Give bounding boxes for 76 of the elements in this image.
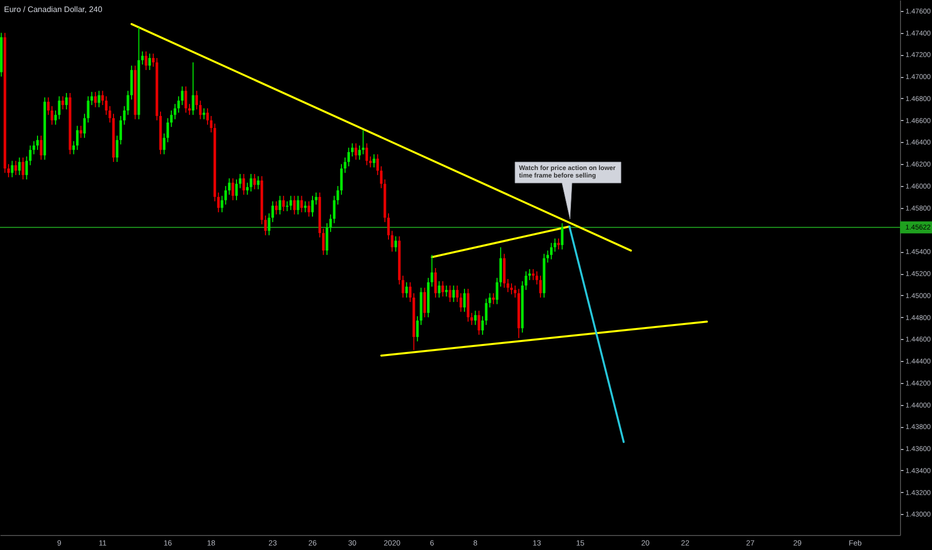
candlestick [452, 285, 455, 302]
candlestick [80, 125, 82, 138]
candlestick [36, 135, 39, 150]
candlestick [304, 200, 307, 213]
candlestick [365, 142, 368, 166]
candlestick [25, 156, 28, 180]
candlestick [362, 130, 364, 155]
candlestick [184, 86, 188, 114]
candlestick [405, 282, 408, 298]
candlestick [250, 173, 252, 192]
candlestick [300, 195, 303, 213]
candlestick [438, 280, 440, 298]
candlestick [296, 195, 300, 215]
candlestick [58, 96, 60, 120]
candlestick [65, 92, 68, 110]
candlestick [286, 200, 288, 212]
candlestick [347, 147, 350, 167]
candlestick [98, 90, 100, 108]
candlestick [488, 292, 492, 308]
candlestick [162, 132, 166, 155]
candlestick [460, 292, 462, 312]
candlestick [441, 280, 444, 297]
candlestick [456, 285, 459, 302]
candlestick [474, 310, 477, 326]
candlestick [62, 96, 64, 110]
candlestick [104, 96, 108, 116]
candlestick [372, 154, 376, 168]
candlestick [166, 118, 170, 143]
candlestick [28, 145, 32, 166]
candlestick [539, 275, 542, 298]
candlestick [332, 195, 336, 224]
candlestick [202, 108, 206, 120]
candlestick [148, 53, 151, 71]
candlestick [275, 200, 278, 215]
candlestick [192, 62, 194, 116]
candlestick [10, 160, 14, 178]
candlestick [72, 140, 75, 155]
candlestick [463, 288, 466, 312]
candlestick [434, 268, 437, 298]
candlestick [246, 182, 249, 196]
candlestick [76, 125, 79, 150]
candlestick [195, 90, 198, 110]
candlestick [478, 310, 480, 336]
candlestick [311, 195, 314, 218]
text: Euro / Canadian Dollar, 240 [4, 5, 103, 14]
candlestick [199, 100, 202, 120]
candlestick [228, 178, 231, 196]
candlestick [14, 160, 18, 176]
candlestick [394, 236, 398, 252]
candlestick [350, 142, 354, 157]
candlestick [293, 195, 296, 215]
candlestick [253, 173, 256, 190]
candlestick [256, 176, 260, 190]
candlestick [242, 173, 246, 196]
candlestick [322, 228, 325, 256]
candlestick [40, 135, 42, 160]
candlestick [282, 195, 285, 212]
candlestick [423, 287, 426, 318]
candlestick [18, 157, 21, 176]
candlestick [210, 115, 212, 133]
candlestick [278, 195, 282, 215]
candlestick [94, 91, 97, 108]
candlestick [289, 195, 292, 211]
candlestick [550, 242, 553, 260]
candlestick [144, 50, 148, 71]
candlestick [492, 292, 495, 305]
candlestick [448, 285, 452, 302]
candlestick [180, 86, 184, 106]
candlestick [232, 178, 234, 201]
candlestick [354, 142, 358, 160]
candlestick [560, 222, 564, 250]
candlestick [308, 200, 310, 218]
candlestick [22, 157, 24, 180]
candlestick [408, 282, 412, 302]
candlestick [510, 282, 513, 295]
candlestick [224, 185, 227, 206]
